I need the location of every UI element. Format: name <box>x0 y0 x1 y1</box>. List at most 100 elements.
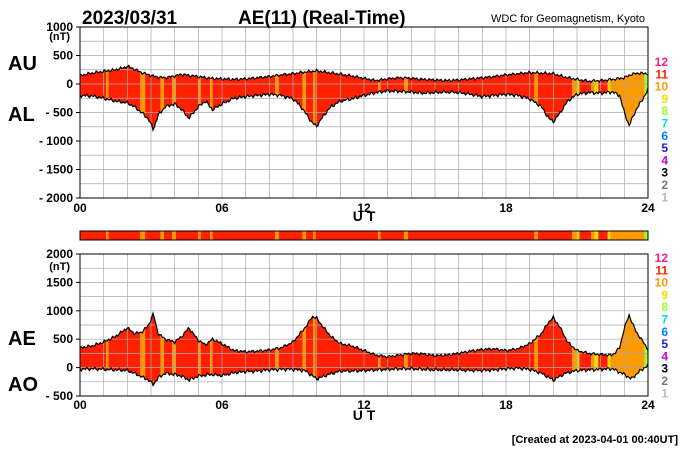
station-band-11 <box>164 313 173 386</box>
station-band-11 <box>164 65 173 131</box>
y-tick-label: 500 <box>53 49 73 63</box>
legend-entry-6: 6 <box>661 129 668 143</box>
x-tick-labels: 00 06 12 18 24 <box>73 398 655 412</box>
ao-side-label: AO <box>8 374 38 396</box>
station-bar-segment-10 <box>302 231 307 240</box>
y-tick-label: 1500 <box>46 275 73 289</box>
legend-entry-7: 7 <box>661 313 668 327</box>
x-tick-label: 24 <box>641 398 655 412</box>
station-band-10 <box>534 313 538 386</box>
y-tick-label: - 500 <box>46 389 74 403</box>
y-tick-label: 0 <box>66 77 73 91</box>
x-tick-label: 06 <box>215 201 229 215</box>
station-band-10 <box>160 313 165 386</box>
station-bar-segment-10 <box>404 231 408 240</box>
station-band-10 <box>106 313 109 386</box>
station-band-10 <box>275 313 279 386</box>
legend-entry-12: 12 <box>655 251 669 265</box>
legend-entry-5: 5 <box>661 141 668 155</box>
x-tick-label: 00 <box>73 201 87 215</box>
legend-entry-3: 3 <box>661 362 668 376</box>
station-band-10 <box>140 65 146 131</box>
y-tick-label: 1000 <box>46 304 73 318</box>
station-bar-segment-8 <box>644 231 648 240</box>
y-tick-labels: 2000 1500 1000 500 0 - 500 <box>46 247 80 403</box>
station-band-10 <box>302 313 307 386</box>
station-band-10 <box>172 313 176 386</box>
y-tick-label: - 500 <box>46 106 74 120</box>
station-bar-segment-11 <box>407 231 535 240</box>
legend-entry-1: 1 <box>661 190 668 204</box>
station-bar-segment-11 <box>164 231 173 240</box>
station-bar-segment-11 <box>145 231 161 240</box>
y-tick-label: - 2000 <box>39 191 73 205</box>
station-bar-segment-11 <box>175 231 199 240</box>
station-bar-segment-9 <box>594 231 599 240</box>
al-side-label: AL <box>8 104 35 126</box>
x-tick-label: 12 <box>357 398 371 412</box>
station-bar-segment-11 <box>315 231 379 240</box>
station-bar-segment-10 <box>591 231 595 240</box>
station-bar-segment-10 <box>140 231 146 240</box>
y-tick-label: - 1000 <box>39 134 73 148</box>
plot-frame <box>79 253 649 397</box>
station-band-10 <box>210 65 213 131</box>
x-tick-label: 06 <box>215 398 229 412</box>
station-band-8 <box>644 313 648 386</box>
legend-entry-7: 7 <box>661 117 668 131</box>
station-bar-segment-11 <box>598 231 608 240</box>
station-band-10 <box>313 65 316 131</box>
station-band-11 <box>200 65 211 131</box>
station-bar-segment-11 <box>108 231 141 240</box>
chart-title: AE(11) (Real-Time) <box>238 8 406 29</box>
al-curve <box>79 87 649 133</box>
au-curve <box>79 64 649 84</box>
legend-entry-6: 6 <box>661 325 668 339</box>
legend-entry-5: 5 <box>661 337 668 351</box>
station-count-bar <box>79 230 649 241</box>
station-band-10 <box>534 65 538 131</box>
legend-entry-1: 1 <box>661 386 668 400</box>
station-band-11 <box>145 65 161 131</box>
legend-entry-12: 12 <box>655 55 669 69</box>
ae-curve <box>79 311 649 360</box>
station-bar-segment-11 <box>80 231 107 240</box>
station-bar-segment-11 <box>380 231 405 240</box>
station-bar-segment-10 <box>378 231 381 240</box>
station-band-10 <box>302 65 307 131</box>
legend-entry-11: 11 <box>655 263 668 277</box>
ae-side-label: AE <box>8 328 36 350</box>
source-label: WDC for Geomagnetism, Kyoto <box>491 13 645 25</box>
station-bar-segment-10 <box>172 231 176 240</box>
station-bar-segment-10 <box>610 231 645 240</box>
station-band-10 <box>198 313 201 386</box>
station-band-10 <box>160 65 165 131</box>
y-tick-label: 2000 <box>46 247 73 261</box>
station-bar-segment-11 <box>278 231 303 240</box>
y-tick-label: 1000 <box>46 20 73 34</box>
station-band-10 <box>210 313 213 386</box>
station-bar-segment-11 <box>579 231 592 240</box>
legend-entry-8: 8 <box>661 300 668 314</box>
station-bar-segment-10 <box>106 231 109 240</box>
station-bar-segment-10 <box>210 231 213 240</box>
station-bar-segment-11 <box>537 231 573 240</box>
station-bar-segment-10 <box>198 231 201 240</box>
au-side-label: AU <box>8 53 37 75</box>
legend-entry-2: 2 <box>661 178 668 192</box>
x-axis-label: U T <box>353 407 376 423</box>
station-bar-segment-10 <box>572 231 577 240</box>
legend-entry-3: 3 <box>661 166 668 180</box>
x-tick-label: 18 <box>499 201 513 215</box>
station-bar-segment-10 <box>534 231 538 240</box>
x-tick-label: 18 <box>499 398 513 412</box>
legend-entry-10: 10 <box>655 80 669 94</box>
date-label: 2023/03/31 <box>82 8 178 29</box>
station-band-10 <box>172 65 176 131</box>
station-bar-frame <box>79 230 649 241</box>
